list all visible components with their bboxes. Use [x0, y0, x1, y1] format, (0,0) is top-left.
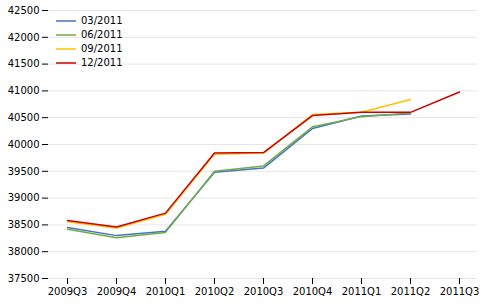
html-text:03/2011: 03/2011 [81, 15, 123, 26]
svg-text:2010Q1: 2010Q1 [146, 286, 186, 297]
svg-text:2009Q3: 2009Q3 [48, 286, 88, 297]
svg-text:39500: 39500 [8, 166, 40, 177]
svg-text:41500: 41500 [8, 58, 40, 69]
svg-text:2009Q4: 2009Q4 [97, 286, 137, 297]
svg-text:40500: 40500 [8, 112, 40, 123]
svg-text:2010Q2: 2010Q2 [195, 286, 235, 297]
svg-text:42000: 42000 [8, 32, 40, 43]
svg-text:2010Q3: 2010Q3 [244, 286, 284, 297]
svg-text:37500: 37500 [8, 273, 40, 284]
html-text:12/2011: 12/2011 [81, 57, 123, 68]
svg-text:2011Q2: 2011Q2 [391, 286, 431, 297]
svg-text:2011Q3: 2011Q3 [440, 286, 480, 297]
svg-text:2011Q1: 2011Q1 [342, 286, 382, 297]
svg-text:40000: 40000 [8, 139, 40, 150]
svg-text:42500: 42500 [8, 5, 40, 16]
svg-text:38500: 38500 [8, 219, 40, 230]
svg-text:39000: 39000 [8, 192, 40, 203]
svg-text:41000: 41000 [8, 85, 40, 96]
html-text:09/2011: 09/2011 [81, 43, 123, 54]
svg-text:38000: 38000 [8, 246, 40, 257]
svg-text:2010Q4: 2010Q4 [293, 286, 333, 297]
html-text:06/2011: 06/2011 [81, 29, 123, 40]
